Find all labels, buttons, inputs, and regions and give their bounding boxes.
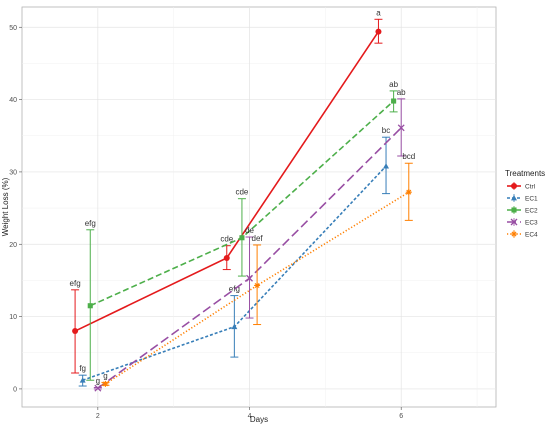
data-point [87, 303, 93, 309]
x-tick-label: 4 [248, 413, 252, 420]
y-tick-label: 20 [9, 242, 17, 249]
data-point [223, 254, 230, 261]
legend-marker [510, 218, 518, 226]
significance-label: cde [220, 235, 233, 244]
data-point [231, 323, 238, 330]
axes: 0 10 20 30 40 50 2 4 6 [9, 25, 403, 420]
y-tick-label: 40 [9, 97, 17, 104]
data-point [397, 124, 405, 132]
data-point [254, 282, 261, 289]
x-axis-title: Days [250, 415, 268, 424]
y-tick-label: 50 [9, 25, 17, 32]
data-point [94, 384, 102, 392]
significance-label: ab [397, 88, 406, 97]
legend-marker [511, 183, 517, 189]
legend-marker [511, 231, 517, 237]
significance-label: ab [389, 80, 398, 89]
plot-panel [21, 6, 497, 408]
significance-label: de [245, 226, 254, 235]
significance-label: bcd [402, 152, 415, 161]
significance-label: efg [85, 219, 96, 228]
legend-item-ctrl: Ctrl [507, 182, 536, 191]
significance-label: g [103, 371, 107, 380]
legend-item-ec3: EC3 [507, 218, 538, 227]
significance-label: fg [79, 364, 86, 373]
significance-label: def [252, 234, 264, 243]
legend-item-ec4: EC4 [507, 230, 538, 239]
gridlines [22, 7, 496, 407]
y-tick-label: 30 [9, 169, 17, 176]
legend-label: EC2 [525, 208, 538, 215]
significance-label: cde [235, 188, 248, 197]
significance-label: a [376, 8, 381, 17]
data-point [246, 274, 253, 282]
data-point [391, 98, 397, 104]
legend-label: EC4 [525, 232, 538, 239]
data-point [383, 163, 390, 169]
significance-label: efg [229, 285, 240, 294]
data-point [405, 189, 412, 196]
x-tick-label: 2 [96, 413, 100, 420]
data-point [102, 380, 109, 387]
legend: Treatments Ctrl EC1 EC2 EC3 EC4 [505, 169, 545, 239]
data-point [239, 235, 245, 241]
series-ctrl: efg cde a [70, 8, 383, 374]
legend-item-ec2: EC2 [507, 206, 538, 215]
legend-item-ec1: EC1 [507, 194, 538, 203]
y-tick-label: 10 [9, 314, 17, 321]
legend-title: Treatments [505, 169, 545, 178]
significance-label: g [96, 376, 100, 385]
x-tick-label: 6 [399, 413, 403, 420]
legend-label: EC3 [525, 220, 538, 227]
series-ec3: g de ab [93, 88, 406, 392]
y-tick-label: 0 [13, 386, 17, 393]
legend-marker [511, 195, 517, 201]
significance-label: bc [382, 126, 390, 135]
data-point [79, 377, 86, 383]
series-ec1: fg efg bc [78, 126, 390, 387]
significance-label: efg [70, 279, 81, 288]
legend-marker [511, 207, 517, 213]
legend-label: Ctrl [525, 184, 536, 191]
series-ec2: efg cde ab [85, 80, 399, 381]
legend-label: EC1 [525, 196, 538, 203]
series-ec4: g def bcd [101, 152, 415, 387]
data-point [375, 28, 382, 35]
data-point [72, 328, 79, 335]
data-layer: efg cde a fg efg bc efg cde ab g de ab g def bcd [70, 8, 415, 392]
y-axis-title: Weight Loss (%) [1, 177, 10, 236]
